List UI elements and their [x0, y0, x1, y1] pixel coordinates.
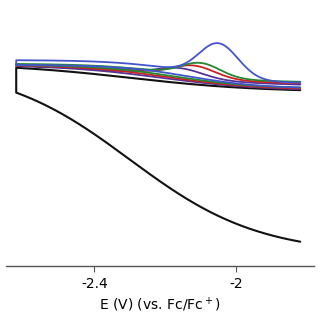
X-axis label: E (V) (vs. Fc/Fc$^+$): E (V) (vs. Fc/Fc$^+$)	[99, 296, 221, 315]
